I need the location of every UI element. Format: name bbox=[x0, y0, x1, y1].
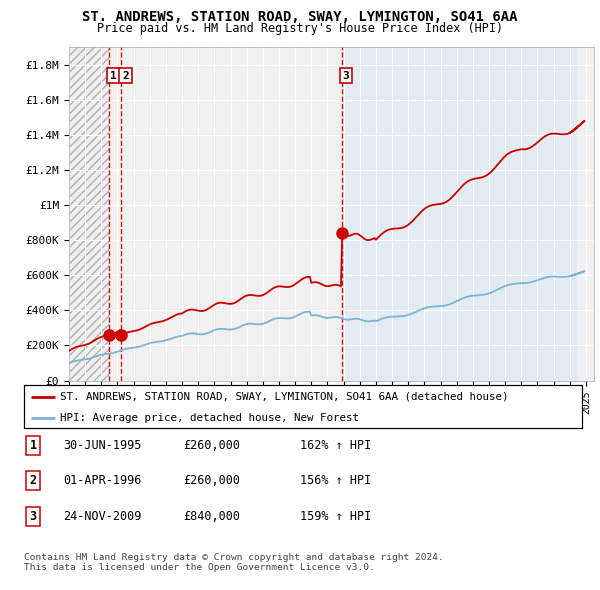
Bar bbox=[69, 47, 109, 381]
Text: Price paid vs. HM Land Registry's House Price Index (HPI): Price paid vs. HM Land Registry's House … bbox=[97, 22, 503, 35]
Text: 30-JUN-1995: 30-JUN-1995 bbox=[63, 439, 142, 452]
Text: ST. ANDREWS, STATION ROAD, SWAY, LYMINGTON, SO41 6AA: ST. ANDREWS, STATION ROAD, SWAY, LYMINGT… bbox=[82, 10, 518, 24]
Text: £260,000: £260,000 bbox=[183, 439, 240, 452]
Text: 159% ↑ HPI: 159% ↑ HPI bbox=[300, 510, 371, 523]
Text: £840,000: £840,000 bbox=[183, 510, 240, 523]
Text: Contains HM Land Registry data © Crown copyright and database right 2024.: Contains HM Land Registry data © Crown c… bbox=[24, 553, 444, 562]
Text: £260,000: £260,000 bbox=[183, 474, 240, 487]
Text: 1: 1 bbox=[29, 439, 37, 452]
Text: ST. ANDREWS, STATION ROAD, SWAY, LYMINGTON, SO41 6AA (detached house): ST. ANDREWS, STATION ROAD, SWAY, LYMINGT… bbox=[60, 392, 509, 402]
Text: 3: 3 bbox=[343, 71, 350, 80]
Text: 156% ↑ HPI: 156% ↑ HPI bbox=[300, 474, 371, 487]
Text: HPI: Average price, detached house, New Forest: HPI: Average price, detached house, New … bbox=[60, 413, 359, 423]
Text: 162% ↑ HPI: 162% ↑ HPI bbox=[300, 439, 371, 452]
Text: 2: 2 bbox=[29, 474, 37, 487]
Text: 24-NOV-2009: 24-NOV-2009 bbox=[63, 510, 142, 523]
Text: 1: 1 bbox=[110, 71, 117, 80]
Text: 01-APR-1996: 01-APR-1996 bbox=[63, 474, 142, 487]
Text: 3: 3 bbox=[29, 510, 37, 523]
Text: This data is licensed under the Open Government Licence v3.0.: This data is licensed under the Open Gov… bbox=[24, 563, 375, 572]
Text: 2: 2 bbox=[122, 71, 129, 80]
